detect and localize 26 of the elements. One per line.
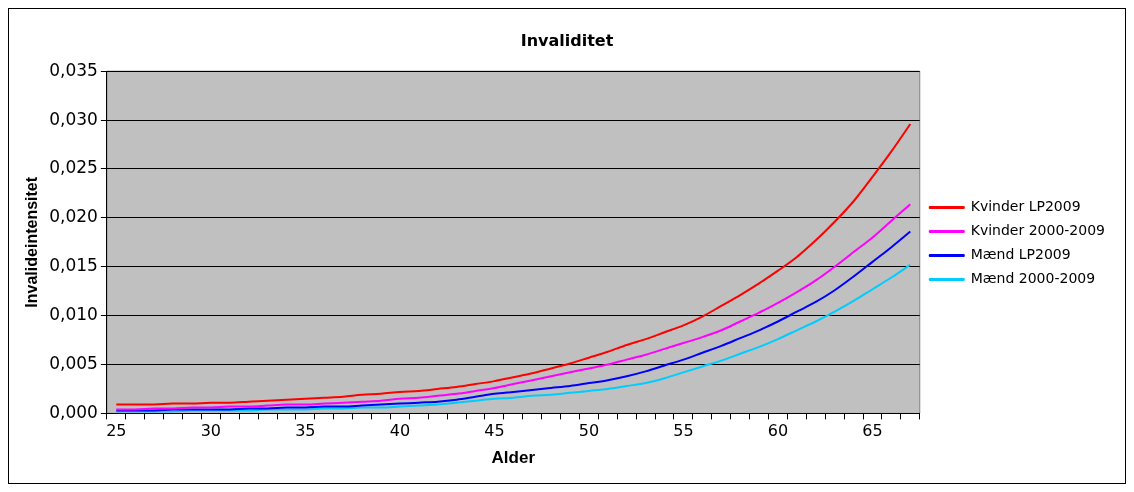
x-tick-label: 55: [673, 421, 694, 441]
legend-label: Kvinder 2000-2009: [970, 222, 1106, 239]
x-tick-label: 45: [484, 421, 505, 441]
legend-label: Mænd LP2009: [970, 246, 1071, 263]
x-tick-label: 65: [862, 421, 883, 441]
y-tick-label: 0,030: [49, 108, 98, 129]
line-series: [115, 123, 912, 406]
x-tick-label: 60: [767, 421, 789, 441]
legend-label: Mænd 2000-2009: [970, 270, 1096, 287]
x-tick-label: 40: [389, 421, 411, 441]
x-tick-label: 25: [106, 421, 127, 441]
y-axis-title: Invalideintensitet: [23, 176, 41, 308]
y-tick-label: 0,020: [49, 206, 98, 227]
y-tick-label: 0,005: [49, 352, 98, 373]
y-tick-label: 0,025: [49, 157, 98, 178]
line-series: [115, 263, 912, 413]
chart-title: Invaliditet: [520, 30, 614, 50]
legend-label: Kvinder LP2009: [970, 198, 1081, 215]
x-tick-label: 35: [295, 421, 316, 441]
x-tick-label: 30: [200, 421, 222, 441]
y-tick-label: 0,010: [49, 304, 98, 325]
y-tick-label: 0,015: [49, 255, 98, 276]
y-tick-label: 0,035: [49, 59, 98, 80]
x-axis-title: Alder: [491, 448, 536, 468]
y-tick-label: 0,000: [49, 401, 98, 422]
x-tick-label: 50: [578, 421, 600, 441]
